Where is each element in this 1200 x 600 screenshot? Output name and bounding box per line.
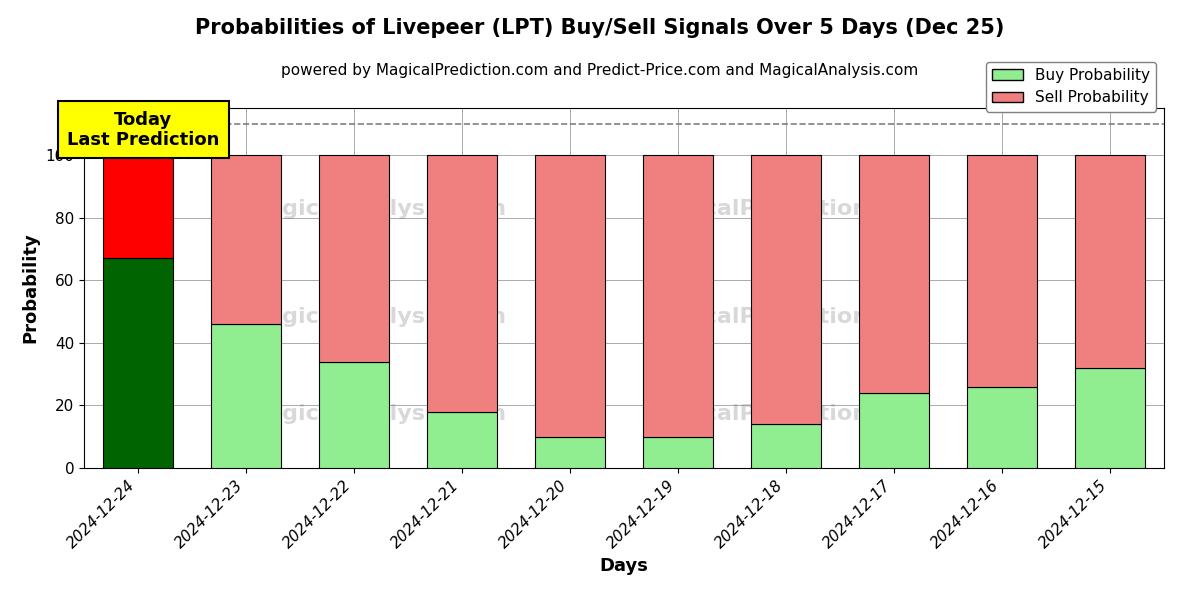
- Bar: [535, 155, 605, 437]
- Y-axis label: Probability: Probability: [22, 233, 40, 343]
- Bar: [103, 155, 173, 258]
- X-axis label: Days: Days: [600, 557, 648, 575]
- Bar: [643, 437, 713, 468]
- Bar: [1075, 368, 1145, 468]
- Text: MagicalAnalysis.com: MagicalAnalysis.com: [245, 404, 506, 424]
- Bar: [751, 424, 821, 468]
- Text: MagicalPrediction.com: MagicalPrediction.com: [643, 199, 929, 219]
- Text: powered by MagicalPrediction.com and Predict-Price.com and MagicalAnalysis.com: powered by MagicalPrediction.com and Pre…: [281, 63, 919, 78]
- Text: Probabilities of Livepeer (LPT) Buy/Sell Signals Over 5 Days (Dec 25): Probabilities of Livepeer (LPT) Buy/Sell…: [196, 18, 1004, 38]
- Bar: [319, 362, 389, 468]
- Text: MagicalPrediction.com: MagicalPrediction.com: [643, 404, 929, 424]
- Bar: [319, 155, 389, 362]
- Legend: Buy Probability, Sell Probability: Buy Probability, Sell Probability: [986, 62, 1157, 112]
- Bar: [967, 386, 1037, 468]
- Bar: [1075, 155, 1145, 368]
- Bar: [643, 155, 713, 437]
- Bar: [751, 155, 821, 424]
- Bar: [859, 393, 929, 468]
- Bar: [427, 412, 497, 468]
- Bar: [211, 155, 281, 324]
- Bar: [211, 324, 281, 468]
- Text: MagicalPrediction.com: MagicalPrediction.com: [643, 307, 929, 327]
- Bar: [967, 155, 1037, 386]
- Text: MagicalAnalysis.com: MagicalAnalysis.com: [245, 307, 506, 327]
- Bar: [535, 437, 605, 468]
- Text: Today
Last Prediction: Today Last Prediction: [67, 110, 220, 149]
- Bar: [103, 258, 173, 468]
- Bar: [859, 155, 929, 393]
- Bar: [427, 155, 497, 412]
- Text: MagicalAnalysis.com: MagicalAnalysis.com: [245, 199, 506, 219]
